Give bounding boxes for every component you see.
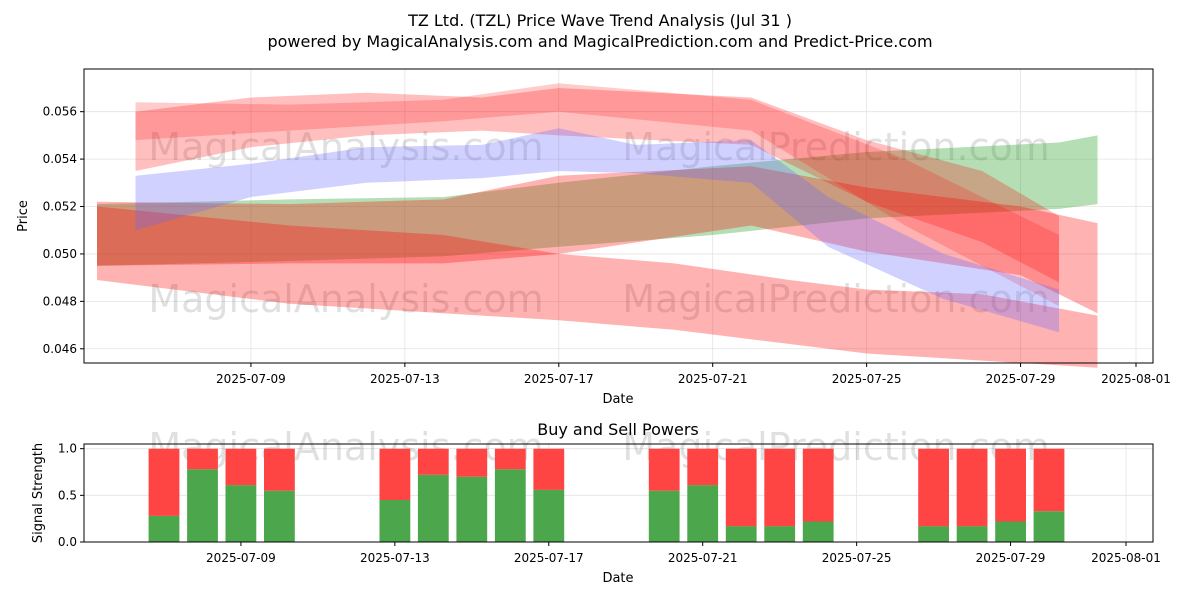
price-y-tick-label: 0.054 — [43, 152, 77, 166]
buy-bar — [956, 526, 988, 542]
price-wave-plot: MagicalAnalysis.com MagicalPrediction.co… — [16, 68, 1171, 407]
watermark-analysis-top: MagicalAnalysis.com — [148, 125, 543, 169]
buy-bar — [995, 521, 1026, 542]
signal-x-axis-label: Date — [602, 571, 633, 586]
price-plot-frame — [83, 68, 1154, 364]
price-x-tick-label: 2025-07-25 — [832, 372, 902, 386]
price-x-tick-label: 2025-07-13 — [370, 372, 440, 386]
price-y-tick-label: 0.050 — [43, 247, 77, 261]
price-x-tick-label: 2025-07-09 — [216, 372, 286, 386]
price-y-axis-label: Price — [16, 200, 31, 232]
sell-bar — [148, 448, 180, 516]
price-bands — [97, 83, 1098, 368]
price-band-red — [135, 88, 1059, 283]
buy-bar — [417, 474, 449, 542]
sell-bar — [764, 448, 796, 527]
signal-watermarks: MagicalAnalysis.com MagicalPrediction.co… — [148, 425, 1049, 469]
sell-bar — [456, 448, 488, 477]
sell-bar — [417, 448, 449, 475]
sell-bar — [802, 448, 834, 522]
buy-bar — [764, 526, 796, 542]
signal-y-axis-label: Signal Strength — [31, 443, 46, 543]
buy-bar — [725, 526, 757, 542]
sell-bar — [187, 448, 218, 470]
sell-bar — [687, 448, 719, 486]
sell-bar — [379, 448, 411, 500]
sell-bar — [648, 448, 680, 491]
signal-x-tick-label: 2025-07-29 — [976, 551, 1046, 565]
buy-bar — [687, 485, 719, 542]
price-band-red — [97, 166, 1098, 314]
watermark-prediction-bottom: MagicalPrediction.com — [622, 277, 1050, 321]
signal-y-ticks: 0.0 0.5 1.0 — [58, 442, 84, 549]
buy-bar — [264, 490, 295, 542]
buy-bar — [494, 469, 526, 542]
buy-bar — [802, 521, 834, 542]
price-x-tick-label: 2025-08-01 — [1101, 372, 1171, 386]
buy-bar — [1033, 511, 1065, 542]
buy-bar — [187, 469, 218, 542]
watermark-analysis-bottom: MagicalAnalysis.com — [148, 277, 543, 321]
sell-bar — [995, 448, 1026, 522]
price-y-ticks: 0.046 0.048 0.050 0.052 0.054 0.056 — [43, 105, 84, 356]
sell-bar — [533, 448, 565, 490]
buy-bar — [648, 490, 680, 542]
signal-x-tick-label: 2025-07-17 — [514, 551, 584, 565]
signal-bars — [148, 448, 1065, 542]
price-band-blue — [135, 128, 1059, 333]
chart-title: TZ Ltd. (TZL) Price Wave Trend Analysis … — [407, 11, 792, 30]
price-grid — [84, 69, 1153, 363]
signal-plot-frame — [83, 443, 1154, 543]
price-x-tick-label: 2025-07-21 — [678, 372, 748, 386]
buy-bar — [225, 485, 257, 542]
price-band-red — [97, 206, 1098, 368]
sell-bar — [918, 448, 949, 527]
price-y-tick-label: 0.048 — [43, 294, 77, 308]
sell-bar — [264, 448, 295, 491]
signal-y-tick-label: 0.0 — [58, 535, 77, 549]
buy-bar — [148, 515, 180, 542]
signal-x-ticks: 2025-07-09 2025-07-13 2025-07-17 2025-07-21… — [206, 542, 1161, 565]
buy-bar — [456, 476, 488, 542]
signal-y-tick-label: 0.5 — [58, 488, 77, 502]
signal-y-tick-label: 1.0 — [58, 442, 77, 456]
signal-x-tick-label: 2025-08-01 — [1091, 551, 1161, 565]
signal-x-tick-label: 2025-07-21 — [668, 551, 738, 565]
price-x-axis-label: Date — [602, 392, 633, 407]
price-x-ticks: 2025-07-09 2025-07-13 2025-07-17 2025-07-21… — [216, 363, 1171, 386]
signal-x-tick-label: 2025-07-25 — [822, 551, 892, 565]
price-watermarks: MagicalAnalysis.com MagicalPrediction.co… — [148, 125, 1049, 321]
sell-bar — [725, 448, 757, 527]
price-band-green — [97, 135, 1098, 266]
buy-sell-plot: Buy and Sell Powers MagicalAnalysis.com … — [31, 420, 1161, 586]
price-x-tick-label: 2025-07-17 — [524, 372, 594, 386]
chart-subtitle: powered by MagicalAnalysis.com and Magic… — [267, 32, 932, 51]
sell-bar — [494, 448, 526, 470]
buy-bar — [533, 489, 565, 542]
signal-x-tick-label: 2025-07-09 — [206, 551, 276, 565]
price-y-tick-label: 0.052 — [43, 200, 77, 214]
price-band-red — [135, 83, 1059, 307]
price-y-tick-label: 0.046 — [43, 342, 77, 356]
sell-bar — [1033, 448, 1065, 512]
price-x-tick-label: 2025-07-29 — [986, 372, 1056, 386]
buy-bar — [918, 526, 949, 542]
price-y-tick-label: 0.056 — [43, 105, 77, 119]
sell-bar — [956, 448, 988, 527]
buy-sell-title: Buy and Sell Powers — [537, 420, 699, 439]
signal-x-tick-label: 2025-07-13 — [360, 551, 430, 565]
buy-bar — [379, 500, 411, 542]
sell-bar — [225, 448, 257, 486]
watermark-prediction-top: MagicalPrediction.com — [622, 125, 1050, 169]
